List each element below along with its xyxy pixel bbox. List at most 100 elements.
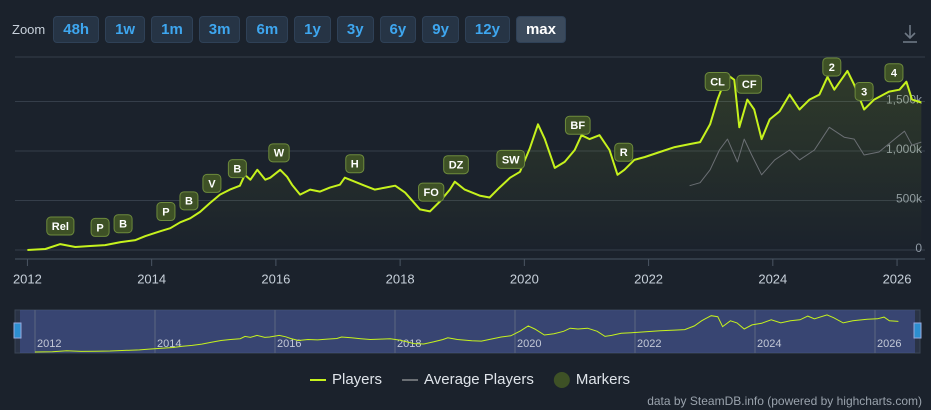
x-tick-label: 2014 <box>137 271 166 286</box>
navigator-label: 2024 <box>757 338 781 350</box>
download-icon[interactable] <box>903 25 917 43</box>
marker-box <box>202 173 222 193</box>
credits: data by SteamDB.info (powered by highcha… <box>647 394 922 408</box>
marker-label: 4 <box>891 68 898 80</box>
marker: 4 <box>884 63 904 83</box>
marker: SW <box>496 149 526 169</box>
marker-box <box>418 182 445 202</box>
marker-box <box>179 191 199 211</box>
zoom-button[interactable]: 6m <box>246 16 289 43</box>
zoom-button[interactable]: 3m <box>198 16 241 43</box>
marker-label: B <box>233 164 241 176</box>
navigator-window <box>20 310 915 353</box>
series-line <box>27 69 922 251</box>
marker-label: B <box>119 219 127 231</box>
zoom-label: Zoom <box>12 22 46 37</box>
marker: H <box>345 154 365 174</box>
zoom-button[interactable]: 1m <box>151 16 193 43</box>
marker-label: V <box>208 178 216 190</box>
navigator-label: 2016 <box>277 338 301 350</box>
marker-box <box>884 63 904 83</box>
zoom-button[interactable]: 1w <box>105 16 146 43</box>
zoom-button[interactable]: 12y <box>464 16 510 43</box>
area-fill <box>27 70 922 251</box>
navigator-bg <box>14 309 921 354</box>
marker: 3 <box>854 81 874 101</box>
marker: BF <box>564 115 591 135</box>
x-tick-label: 2026 <box>883 271 912 286</box>
navigator: 2012 2014 2016 2018 2020 2022 2024 2026 <box>13 309 922 354</box>
marker-label: R <box>620 147 628 159</box>
marker: B <box>227 159 247 179</box>
navigator-label: 2022 <box>637 338 661 350</box>
marker-label: SW <box>502 154 520 166</box>
legend-label[interactable]: Players <box>332 371 382 388</box>
x-tick-label: 2016 <box>261 271 290 286</box>
marker-label: P <box>162 206 169 218</box>
marker-box <box>268 143 290 163</box>
marker-box <box>564 115 591 135</box>
marker-label: W <box>274 148 285 160</box>
navigator-content: 2012 2014 2016 2018 2020 2022 2024 2026 <box>34 310 901 353</box>
marker: 2 <box>822 57 842 77</box>
marker-box <box>443 155 469 175</box>
marker-label: CL <box>710 76 725 88</box>
zoom-bar: Zoom 48h 1w 1m 3m 6m 1y 3y 6y 9y 12y max <box>12 16 566 43</box>
x-tick-label: 2018 <box>386 271 415 286</box>
marker: P <box>156 202 176 222</box>
marker-label: FO <box>424 187 440 199</box>
zoom-button[interactable]: 1y <box>294 16 331 43</box>
zoom-button[interactable]: 48h <box>53 16 100 43</box>
marker: CF <box>736 74 763 94</box>
marker: B <box>113 214 133 234</box>
marker-label: B <box>185 196 193 208</box>
marker-box <box>496 149 526 169</box>
marker: R <box>614 142 634 162</box>
marker: V <box>202 173 222 193</box>
marker-box <box>736 74 763 94</box>
marker-label: 3 <box>861 86 867 98</box>
x-tick-label: 2020 <box>510 271 539 286</box>
marker: CL <box>704 72 731 92</box>
marker-box <box>704 72 731 92</box>
navigator-handle[interactable] <box>13 322 22 339</box>
marker-box <box>156 202 176 222</box>
marker-label: H <box>351 159 359 171</box>
navigator-label: 2020 <box>517 338 541 350</box>
marker-box <box>614 142 634 162</box>
legend-swatch <box>553 372 570 388</box>
x-tick-label: 2024 <box>758 271 787 286</box>
marker-label: CF <box>742 79 757 91</box>
marker-box <box>822 57 842 77</box>
navigator-label: 2026 <box>877 338 901 350</box>
legend: Players Average Players Markers <box>310 371 630 388</box>
zoom-button[interactable]: 6y <box>379 16 417 43</box>
legend-label[interactable]: Markers <box>576 371 630 388</box>
zoom-button[interactable]: 9y <box>422 16 459 43</box>
marker-label: Rel <box>52 221 69 233</box>
series-line <box>689 126 922 187</box>
navigator-label: 2012 <box>37 338 61 350</box>
marker: FO <box>418 182 445 202</box>
marker-box <box>345 154 365 174</box>
navigator-handle[interactable] <box>913 322 922 339</box>
marker: Rel <box>46 216 75 236</box>
zoom-button[interactable]: max <box>515 16 566 43</box>
marker-label: DZ <box>449 160 464 172</box>
marker-label: P <box>96 222 103 234</box>
marker-box <box>90 217 110 237</box>
marker-box <box>854 81 874 101</box>
marker: DZ <box>443 155 469 175</box>
x-tick-label: 2022 <box>634 271 663 286</box>
zoom-button[interactable]: 3y <box>336 16 374 43</box>
marker-label: 2 <box>829 62 835 74</box>
marker-box <box>113 214 133 234</box>
marker-label: BF <box>570 120 585 132</box>
marker-box <box>46 216 75 236</box>
x-tick-label: 2012 <box>13 271 42 286</box>
navigator-line <box>34 314 899 353</box>
marker: B <box>179 191 199 211</box>
legend-label[interactable]: Average Players <box>424 371 534 388</box>
